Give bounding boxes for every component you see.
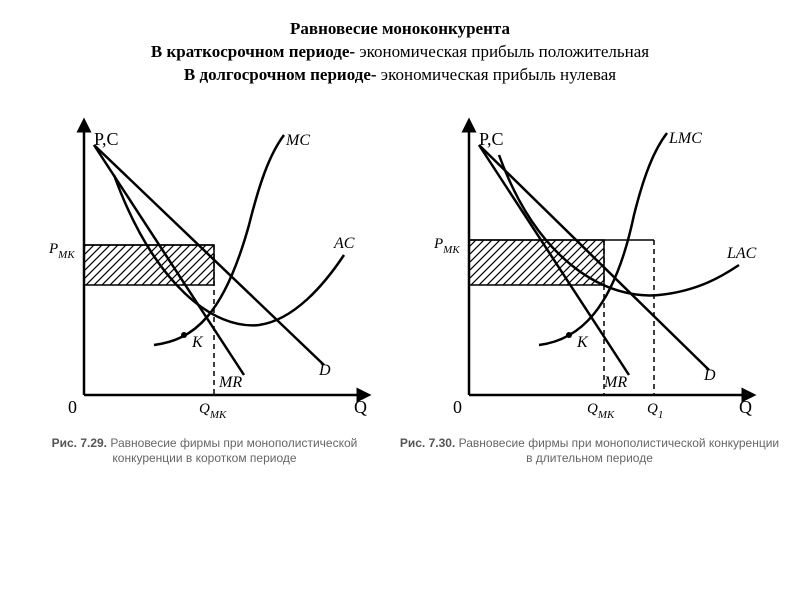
k-point <box>181 332 187 338</box>
subtitle-2-bold: В долгосрочном периоде- <box>184 65 381 84</box>
right-caption: Рис. 7.30. Равновесие фирмы при монополи… <box>399 436 780 467</box>
q1-label: Q1 <box>647 401 663 421</box>
lmc-curve <box>539 133 667 345</box>
left-chart-svg: K P,C Q 0 PMK QMK MC AC D MR <box>24 115 384 430</box>
k-label: K <box>576 334 589 351</box>
right-chart-svg: K P,C Q 0 PMK QMK Q1 LMC LAC D MR <box>409 115 769 430</box>
k-label: K <box>191 334 204 351</box>
origin-label: 0 <box>453 397 462 417</box>
y-axis-label: P,C <box>479 129 504 149</box>
subtitle-line-1: В краткосрочном периоде- экономическая п… <box>40 41 760 64</box>
lmc-label: LMC <box>668 130 702 147</box>
y-axis-label: P,C <box>94 129 119 149</box>
subtitle-1-rest: экономическая прибыль положительная <box>359 42 649 61</box>
left-caption: Рис. 7.29. Равновесие фирмы при монополи… <box>20 436 389 467</box>
qmk-label: QMK <box>199 401 227 421</box>
left-chart-block: K P,C Q 0 PMK QMK MC AC D MR Рис. 7.29. … <box>20 115 389 467</box>
charts-row: K P,C Q 0 PMK QMK MC AC D MR Рис. 7.29. … <box>0 95 800 467</box>
x-axis-label: Q <box>739 397 752 417</box>
pmk-label: PMK <box>48 241 75 261</box>
left-caption-bold: Рис. 7.29. <box>52 436 107 450</box>
right-caption-bold: Рис. 7.30. <box>400 436 455 450</box>
mc-curve <box>154 135 284 345</box>
lac-label: LAC <box>726 245 757 262</box>
mr-label: MR <box>218 374 242 391</box>
mc-label: MC <box>285 132 310 149</box>
ac-label: AC <box>333 235 355 252</box>
k-point <box>566 332 572 338</box>
subtitle-line-2: В долгосрочном периоде- экономическая пр… <box>40 64 760 87</box>
page-title: Равновесие моноконкурента <box>40 18 760 41</box>
right-chart-block: K P,C Q 0 PMK QMK Q1 LMC LAC D MR Рис. 7… <box>399 115 780 467</box>
d-label: D <box>703 367 716 384</box>
right-caption-rest: Равновесие фирмы при монополистической к… <box>459 436 780 466</box>
subtitle-1-bold: В краткосрочном периоде- <box>151 42 359 61</box>
x-axis-label: Q <box>354 397 367 417</box>
header-block: Равновесие моноконкурента В краткосрочно… <box>0 0 800 95</box>
d-label: D <box>318 362 331 379</box>
origin-label: 0 <box>68 397 77 417</box>
mr-label: MR <box>603 374 627 391</box>
pmk-label: PMK <box>433 236 460 256</box>
left-caption-rest: Равновесие фирмы при монополистической к… <box>110 436 357 466</box>
qmk-label: QMK <box>587 401 615 421</box>
subtitle-2-rest: экономическая прибыль нулевая <box>381 65 616 84</box>
